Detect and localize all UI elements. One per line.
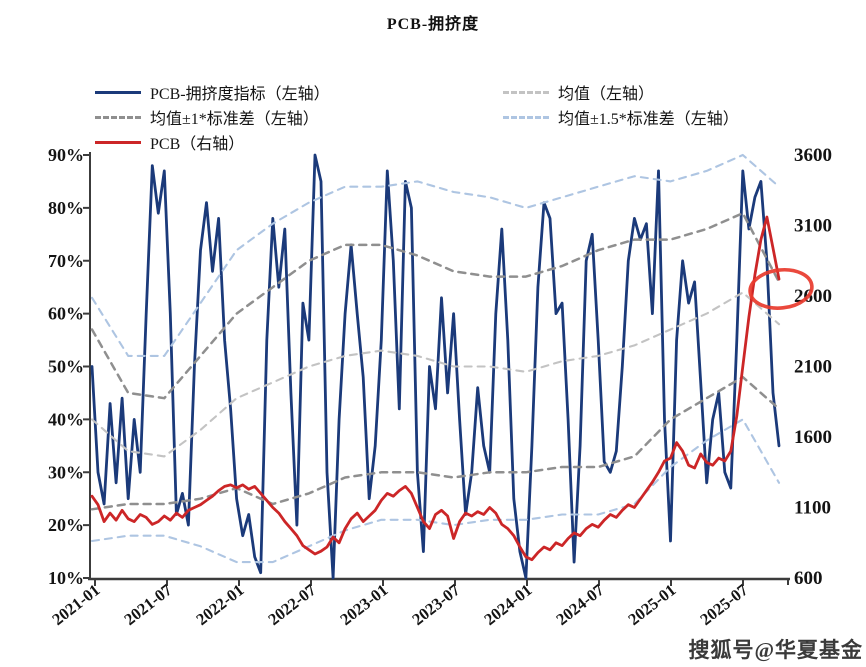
svg-text:2024-01: 2024-01: [480, 580, 535, 629]
svg-text:80%: 80%: [48, 198, 84, 218]
left-axis-labels: 90% 80% 70% 60% 50% 40% 30% 20% 10%: [48, 145, 84, 588]
svg-text:2025-07: 2025-07: [696, 580, 751, 629]
svg-text:1100: 1100: [794, 498, 831, 519]
svg-text:600: 600: [794, 568, 823, 589]
legend-item-band15: 均值±1.5*标准差（左轴）: [503, 107, 739, 128]
svg-text:3600: 3600: [794, 145, 832, 166]
svg-text:1600: 1600: [794, 427, 832, 448]
legend-label: PCB（右轴）: [150, 136, 245, 153]
svg-text:2023-07: 2023-07: [408, 580, 463, 629]
band1-line-swatch: [95, 115, 141, 119]
series-1-5: [90, 418, 781, 564]
mean-line-swatch: [503, 90, 549, 94]
svg-text:20%: 20%: [48, 515, 84, 535]
svg-text:2022-01: 2022-01: [192, 580, 247, 629]
legend-label: 均值±1*标准差（左轴）: [150, 111, 319, 128]
series-1: [90, 211, 781, 400]
x-axis-labels: 2021-01 2021-07 2022-01 2022-07 2023-01 2023-…: [48, 580, 751, 629]
legend-item-indicator: PCB-拥挤度指标（左轴）: [95, 82, 330, 103]
axes: [83, 152, 790, 586]
svg-text:90%: 90%: [48, 145, 84, 165]
legend-label: 均值（左轴）: [558, 86, 655, 103]
svg-text:70%: 70%: [48, 251, 84, 271]
svg-text:2023-01: 2023-01: [336, 580, 391, 629]
svg-text:30%: 30%: [48, 462, 84, 482]
svg-text:10%: 10%: [48, 568, 84, 588]
series-series: [90, 291, 781, 458]
svg-text:3100: 3100: [794, 216, 832, 237]
svg-text:2022-07: 2022-07: [264, 580, 319, 629]
watermark: 搜狐号@华夏基金: [688, 638, 863, 662]
series-1: [90, 375, 781, 511]
svg-text:2024-07: 2024-07: [552, 580, 607, 629]
legend-item-mean: 均值（左轴）: [503, 82, 655, 103]
svg-text:60%: 60%: [48, 304, 84, 324]
series-1-5: [90, 153, 781, 357]
indicator-line-swatch: [95, 90, 141, 94]
chart-title: PCB-拥挤度: [386, 16, 480, 33]
highlight-ellipse-annotation: [748, 267, 814, 310]
svg-text:2021-07: 2021-07: [120, 580, 175, 629]
pcb-line-swatch: [95, 140, 141, 144]
svg-text:40%: 40%: [48, 409, 84, 429]
svg-text:2025-01: 2025-01: [624, 580, 679, 629]
series-pcb: [90, 153, 781, 580]
band15-line-swatch: [503, 115, 549, 119]
svg-text:50%: 50%: [48, 357, 84, 377]
series-pcb: [90, 215, 781, 562]
legend-item-pcb: PCB（右轴）: [95, 132, 245, 153]
legend-label: PCB-拥挤度指标（左轴）: [150, 86, 330, 103]
legend-label: 均值±1.5*标准差（左轴）: [558, 111, 739, 128]
svg-text:2100: 2100: [794, 357, 832, 378]
legend-item-band1: 均值±1*标准差（左轴）: [95, 107, 319, 128]
